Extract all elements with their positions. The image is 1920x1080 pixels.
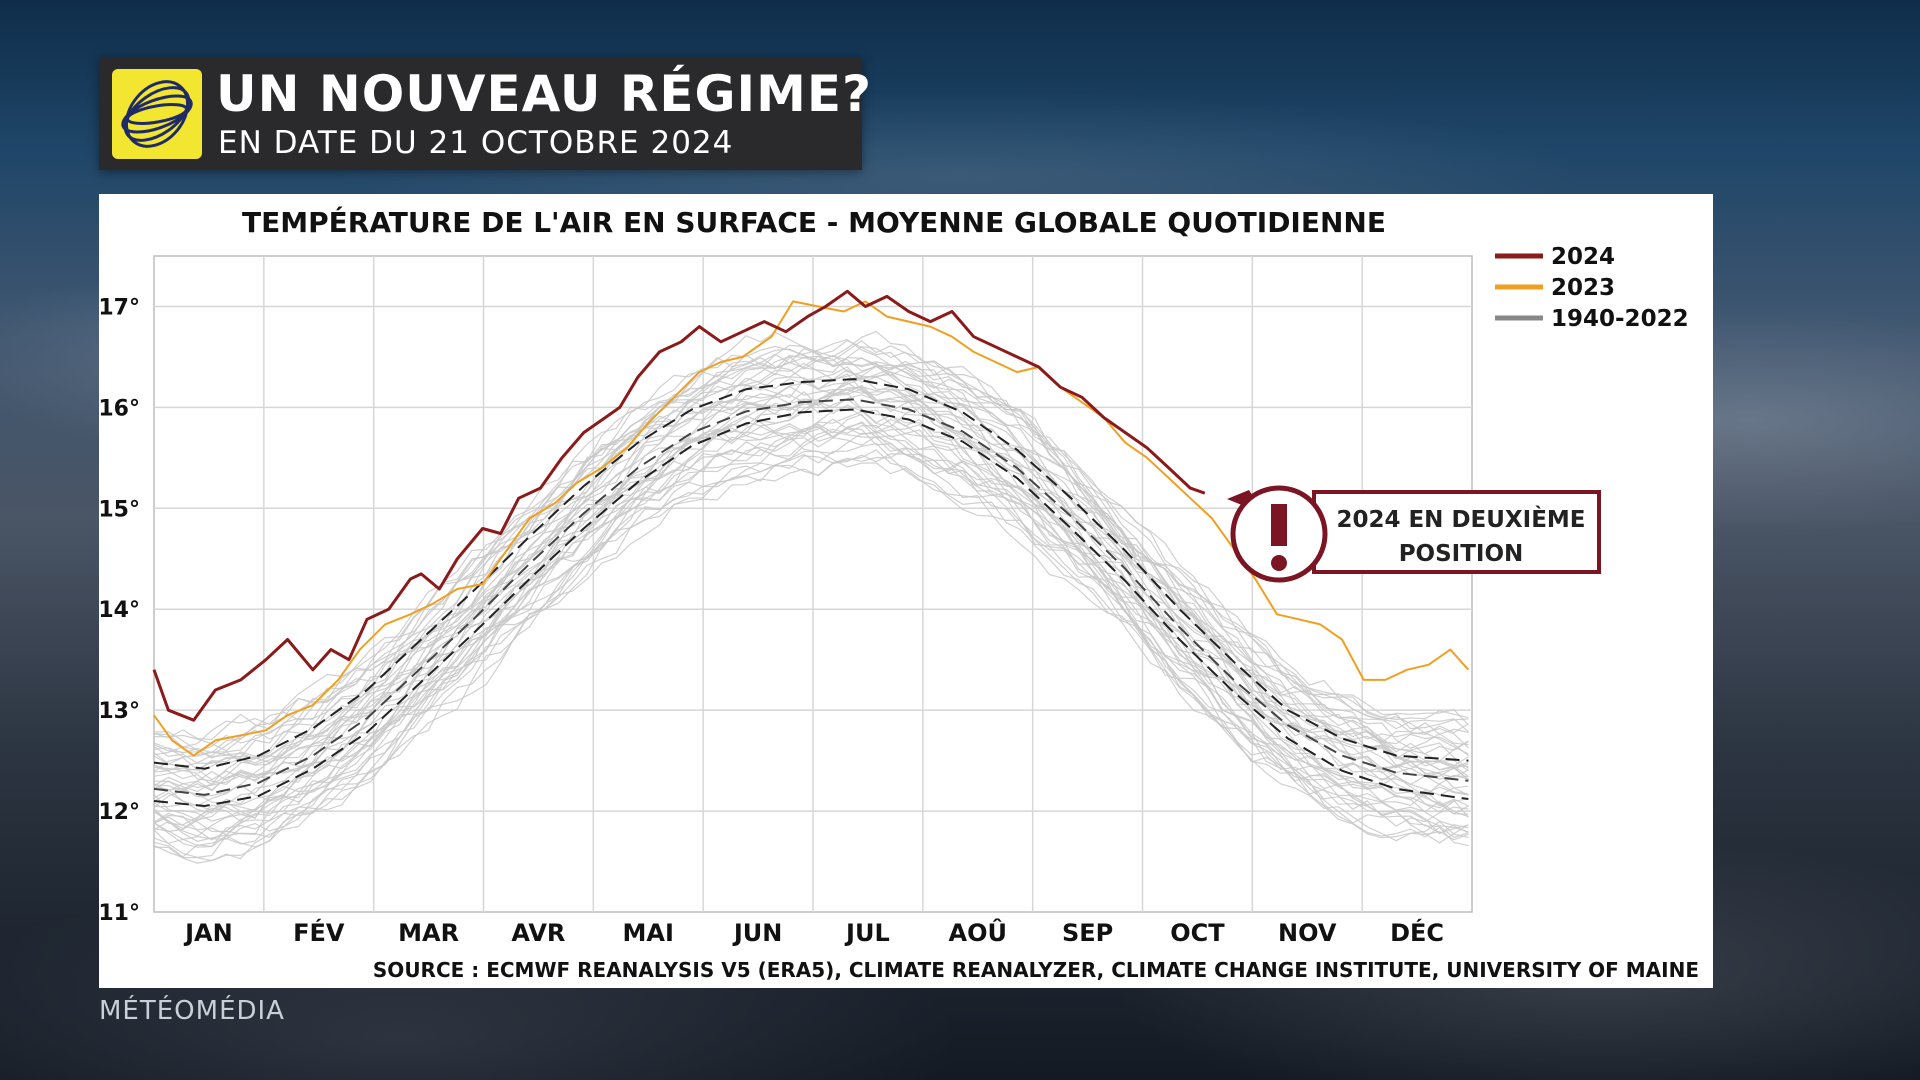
- x-tick-label: NOV: [1278, 919, 1337, 947]
- historical-line: [153, 376, 1469, 778]
- historical-line: [153, 455, 1469, 864]
- y-tick-label: 15°: [99, 497, 140, 522]
- x-tick-label: DÉC: [1390, 918, 1444, 947]
- legend-label: 1940-2022: [1551, 306, 1689, 332]
- callout-line-2: POSITION: [1399, 541, 1524, 567]
- historical-line: [153, 355, 1469, 772]
- x-tick-label: JAN: [183, 919, 233, 947]
- historical-line: [153, 330, 1469, 741]
- historical-line: [153, 450, 1469, 847]
- y-tick-label: 14°: [99, 598, 140, 623]
- historical-line: [153, 422, 1469, 837]
- x-tick-label: MAI: [623, 919, 674, 947]
- historical-line: [153, 385, 1469, 787]
- temperature-chart: TEMPÉRATURE DE L'AIR EN SURFACE - MOYENN…: [99, 205, 1699, 982]
- x-tick-label: FÉV: [293, 918, 345, 947]
- chart-panel: TEMPÉRATURE DE L'AIR EN SURFACE - MOYENN…: [99, 194, 1713, 988]
- series-2023: [153, 300, 1470, 757]
- y-tick-label: 16°: [99, 396, 140, 421]
- historical-line: [153, 375, 1469, 781]
- historical-line: [153, 373, 1469, 793]
- x-tick-label: OCT: [1170, 919, 1225, 947]
- chart-title: TEMPÉRATURE DE L'AIR EN SURFACE - MOYENN…: [242, 205, 1386, 239]
- series-mean-lower: [153, 408, 1469, 808]
- callout-line-1: 2024 EN DEUXIÈME: [1336, 505, 1585, 533]
- y-tick-label: 17°: [99, 295, 140, 320]
- header-banner: UN NOUVEAU RÉGIME? EN DATE DU 21 OCTOBRE…: [99, 57, 871, 170]
- historical-line: [153, 432, 1469, 858]
- exclamation-bar: [1271, 504, 1287, 546]
- page-title: UN NOUVEAU RÉGIME?: [216, 65, 873, 123]
- historical-line: [153, 418, 1469, 822]
- historical-line: [153, 453, 1469, 858]
- historical-line: [153, 345, 1469, 748]
- exclamation-dot: [1271, 555, 1287, 571]
- historical-line: [153, 384, 1469, 791]
- series-mean-upper: [153, 378, 1469, 770]
- chart-source: SOURCE : ECMWF REANALYSIS V5 (ERA5), CLI…: [373, 958, 1699, 982]
- x-tick-label: JUN: [732, 919, 783, 947]
- globe-swirl-icon: [112, 69, 202, 159]
- x-tick-label: AVR: [511, 919, 565, 947]
- x-tick-label: SEP: [1062, 919, 1113, 947]
- callout: 2024 EN DEUXIÈME POSITION: [1227, 485, 1601, 583]
- y-tick-label: 12°: [99, 800, 140, 825]
- series-mean: [153, 398, 1469, 796]
- historical-line: [153, 424, 1469, 841]
- historical-line: [153, 362, 1469, 765]
- x-tick-label: MAR: [398, 919, 459, 947]
- historical-line: [153, 339, 1469, 759]
- legend-label: 2024: [1551, 244, 1615, 270]
- page-subtitle: EN DATE DU 21 OCTOBRE 2024: [218, 125, 734, 161]
- x-tick-label: JUL: [844, 919, 890, 947]
- brand-label: MÉTÉOMÉDIA: [99, 996, 285, 1026]
- y-tick-label: 11°: [99, 901, 140, 926]
- y-tick-label: 13°: [99, 699, 140, 724]
- historical-line: [153, 355, 1469, 774]
- historical-line: [153, 406, 1469, 833]
- x-tick-label: AOÛ: [949, 917, 1007, 947]
- series-2024: [152, 289, 1206, 722]
- historical-line: [153, 401, 1469, 812]
- legend-label: 2023: [1551, 275, 1615, 301]
